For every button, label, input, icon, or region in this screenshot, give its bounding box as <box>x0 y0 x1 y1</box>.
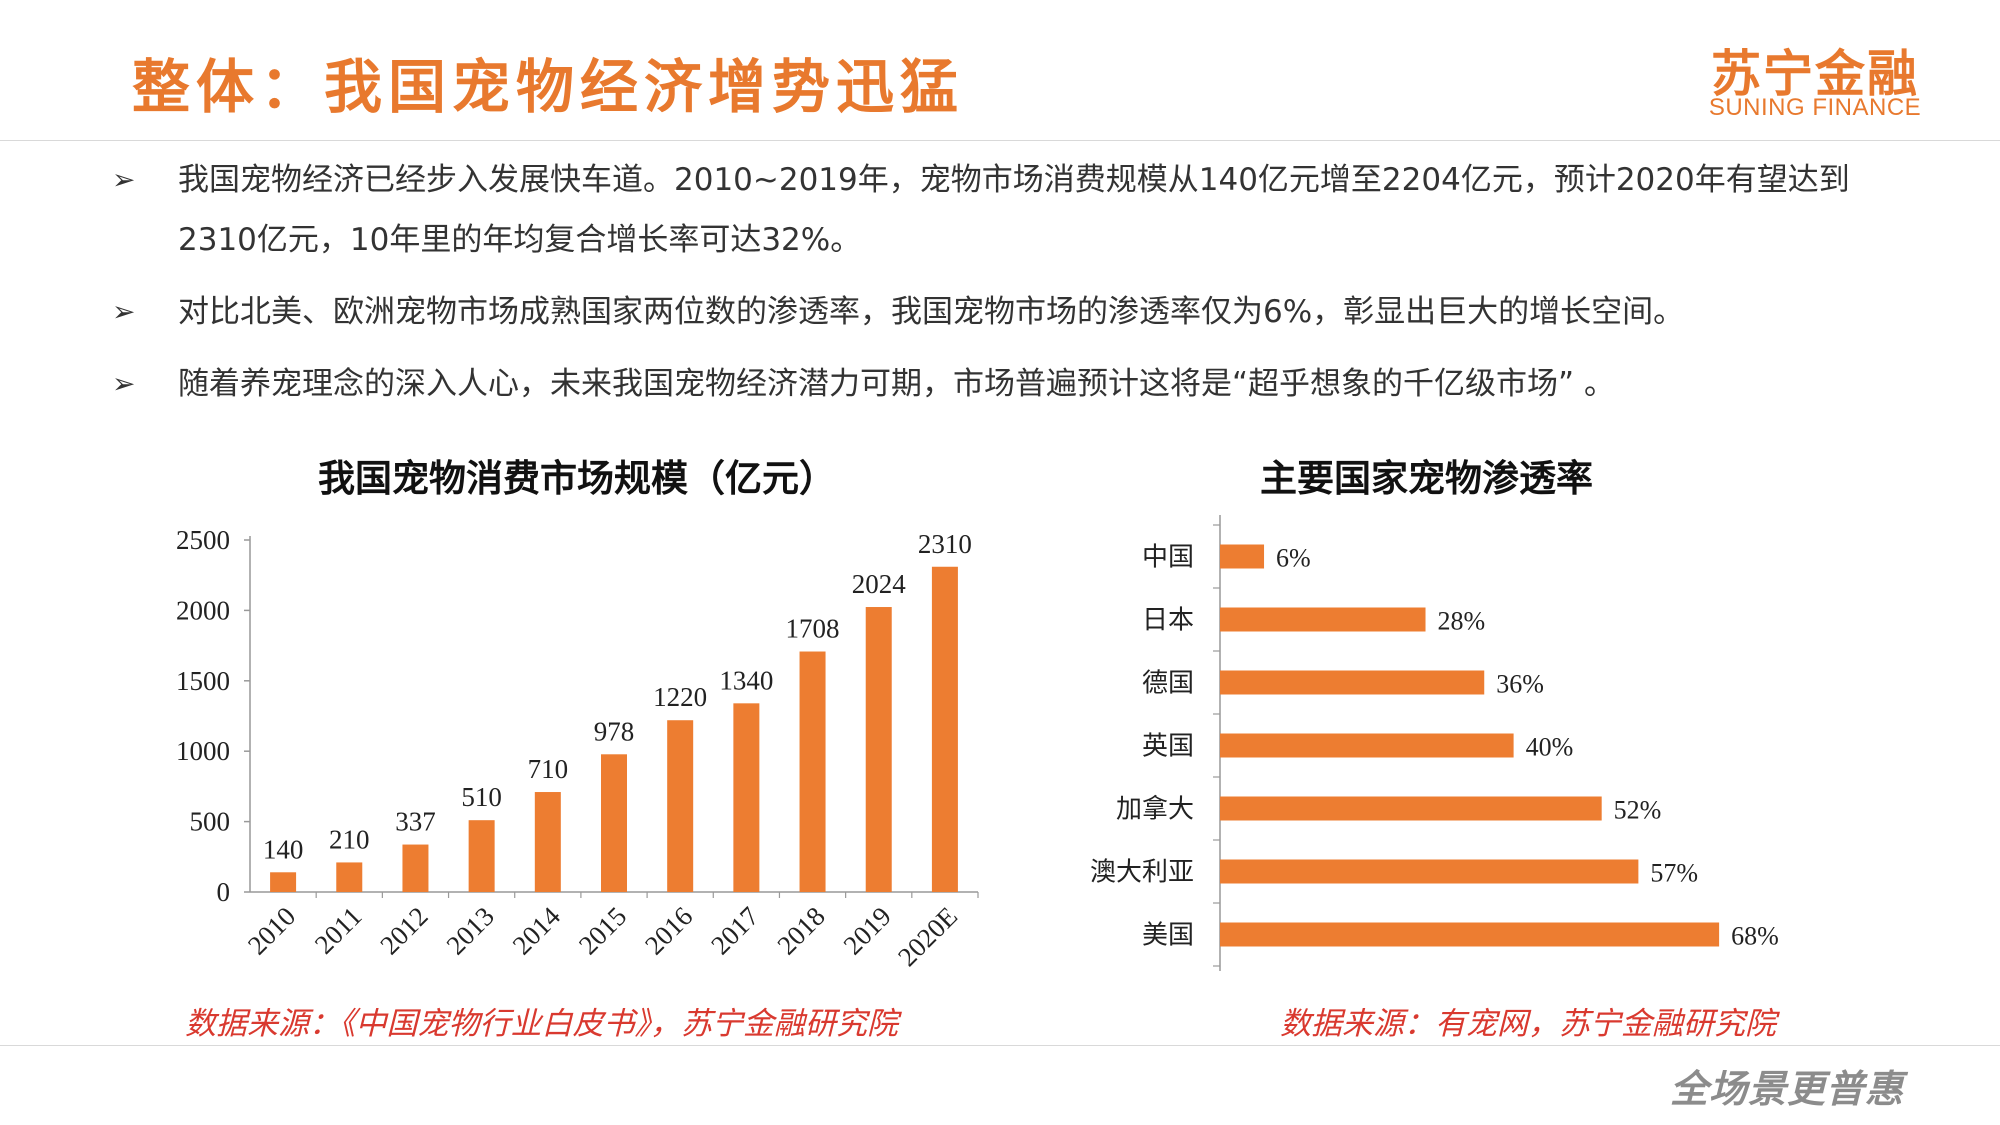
x-tick-label: 2015 <box>573 901 632 960</box>
category-label: 日本 <box>1142 606 1194 635</box>
bar <box>1220 607 1426 632</box>
bar-value-label: 40% <box>1526 733 1574 762</box>
bar-value-label: 140 <box>263 834 304 864</box>
x-tick-label: 2018 <box>771 901 830 960</box>
bullet-text: 随着养宠理念的深入人心，未来我国宠物经济潜力可期，市场普遍预计这将是“超乎想象的… <box>178 366 1615 402</box>
hbar-chart-source: 数据来源：有宠网，苏宁金融研究院 <box>1280 1006 1776 1042</box>
bullet-text: 我国宠物经济已经步入发展快车道。2010~2019年，宠物市场消费规模从140亿… <box>178 162 1850 258</box>
bar <box>336 862 363 892</box>
page-title: 整体：我国宠物经济增势迅猛 <box>132 53 965 121</box>
bullet-item: ➢ 随着养宠理念的深入人心，未来我国宠物经济潜力可期，市场普遍预计这将是“超乎想… <box>112 354 1912 414</box>
bar-value-label: 52% <box>1614 796 1662 825</box>
bar <box>1220 859 1639 884</box>
bullet-item: ➢ 我国宠物经济已经步入发展快车道。2010~2019年，宠物市场消费规模从14… <box>112 150 1912 270</box>
logo-english: SUNING FINANCE <box>1708 94 1922 121</box>
header-divider <box>0 140 2000 141</box>
y-tick-label: 1500 <box>176 666 230 696</box>
bar <box>667 720 694 892</box>
bar <box>601 754 627 892</box>
bar-value-label: 210 <box>329 824 370 854</box>
bullet-list: ➢ 我国宠物经济已经步入发展快车道。2010~2019年，宠物市场消费规模从14… <box>112 150 1912 414</box>
suning-finance-logo: 苏宁金融 SUNING FINANCE <box>1695 34 1935 124</box>
y-tick-label: 2500 <box>176 525 230 555</box>
bar <box>865 607 892 892</box>
category-label: 加拿大 <box>1116 795 1194 824</box>
bar-value-label: 2024 <box>852 569 907 599</box>
bar <box>733 703 760 892</box>
category-label: 英国 <box>1142 732 1194 761</box>
y-tick-label: 0 <box>217 877 231 907</box>
bar-value-label: 978 <box>594 716 635 746</box>
x-tick-label: 2014 <box>507 901 567 961</box>
bar-value-label: 337 <box>395 807 436 837</box>
bullet-arrow-icon: ➢ <box>112 295 136 328</box>
bar <box>931 566 958 892</box>
bar <box>270 872 297 892</box>
bar-value-label: 1340 <box>719 665 773 695</box>
x-tick-label: 2017 <box>705 901 764 960</box>
bar <box>1220 670 1485 695</box>
x-tick-label: 2019 <box>838 901 897 960</box>
bar <box>1220 922 1720 947</box>
footer-slogan: 全场景更普惠 <box>1670 1067 1905 1111</box>
footer-divider <box>0 1045 2000 1046</box>
bar <box>1220 733 1514 758</box>
logo-chinese: 苏宁金融 <box>1711 45 1919 103</box>
bar-value-label: 1220 <box>653 682 707 712</box>
x-tick-label: 2012 <box>374 901 433 960</box>
bar-chart-title: 我国宠物消费市场规模（亿元） <box>318 457 836 500</box>
bar <box>468 820 495 892</box>
x-tick-label: 2016 <box>639 901 698 960</box>
hbar-chart-title: 主要国家宠物渗透率 <box>1260 457 1593 500</box>
x-tick-label: 2010 <box>242 901 301 960</box>
bar-value-label: 710 <box>528 754 569 784</box>
category-label: 澳大利亚 <box>1090 858 1194 887</box>
bar-value-label: 6% <box>1276 544 1311 573</box>
market-size-bar-chart: 0 500 1000 1500 2000 2500 140 2010 210 2011 337 201… <box>176 525 979 972</box>
bullet-arrow-icon: ➢ <box>112 367 136 400</box>
y-tick-label: 2000 <box>176 595 230 625</box>
bar-chart-source: 数据来源：《中国宠物行业白皮书》，苏宁金融研究院 <box>185 1006 898 1042</box>
bar-value-label: 68% <box>1731 922 1779 951</box>
category-label: 中国 <box>1142 543 1194 572</box>
bullet-text: 对比北美、欧洲宠物市场成熟国家两位数的渗透率，我国宠物市场的渗透率仅为6%，彰显… <box>178 294 1685 330</box>
bar-value-label: 510 <box>461 782 502 812</box>
bar-value-label: 28% <box>1438 607 1486 636</box>
y-tick-label: 500 <box>190 807 231 837</box>
bar <box>534 792 561 892</box>
x-tick-label: 2020E <box>892 901 963 972</box>
category-label: 美国 <box>1142 921 1194 950</box>
bar <box>1220 796 1602 821</box>
bar <box>1220 544 1265 569</box>
bullet-item: ➢ 对比北美、欧洲宠物市场成熟国家两位数的渗透率，我国宠物市场的渗透率仅为6%，… <box>112 282 1912 342</box>
x-tick-label: 2011 <box>309 901 368 960</box>
bar-value-label: 1708 <box>786 614 840 644</box>
bar <box>402 844 429 892</box>
bar-value-label: 2310 <box>918 529 972 559</box>
y-tick-label: 1000 <box>176 736 230 766</box>
category-label: 德国 <box>1142 669 1194 698</box>
bar <box>799 651 826 892</box>
bullet-arrow-icon: ➢ <box>112 163 136 196</box>
bar-value-label: 36% <box>1496 670 1544 699</box>
bar-value-label: 57% <box>1650 859 1698 888</box>
penetration-rate-bar-chart: 中国 6% 日本 28% 德国 36% 英国 40% 加拿大 52% 澳大利亚 57% 美国 68% <box>1090 515 1779 971</box>
x-tick-label: 2013 <box>440 901 499 960</box>
